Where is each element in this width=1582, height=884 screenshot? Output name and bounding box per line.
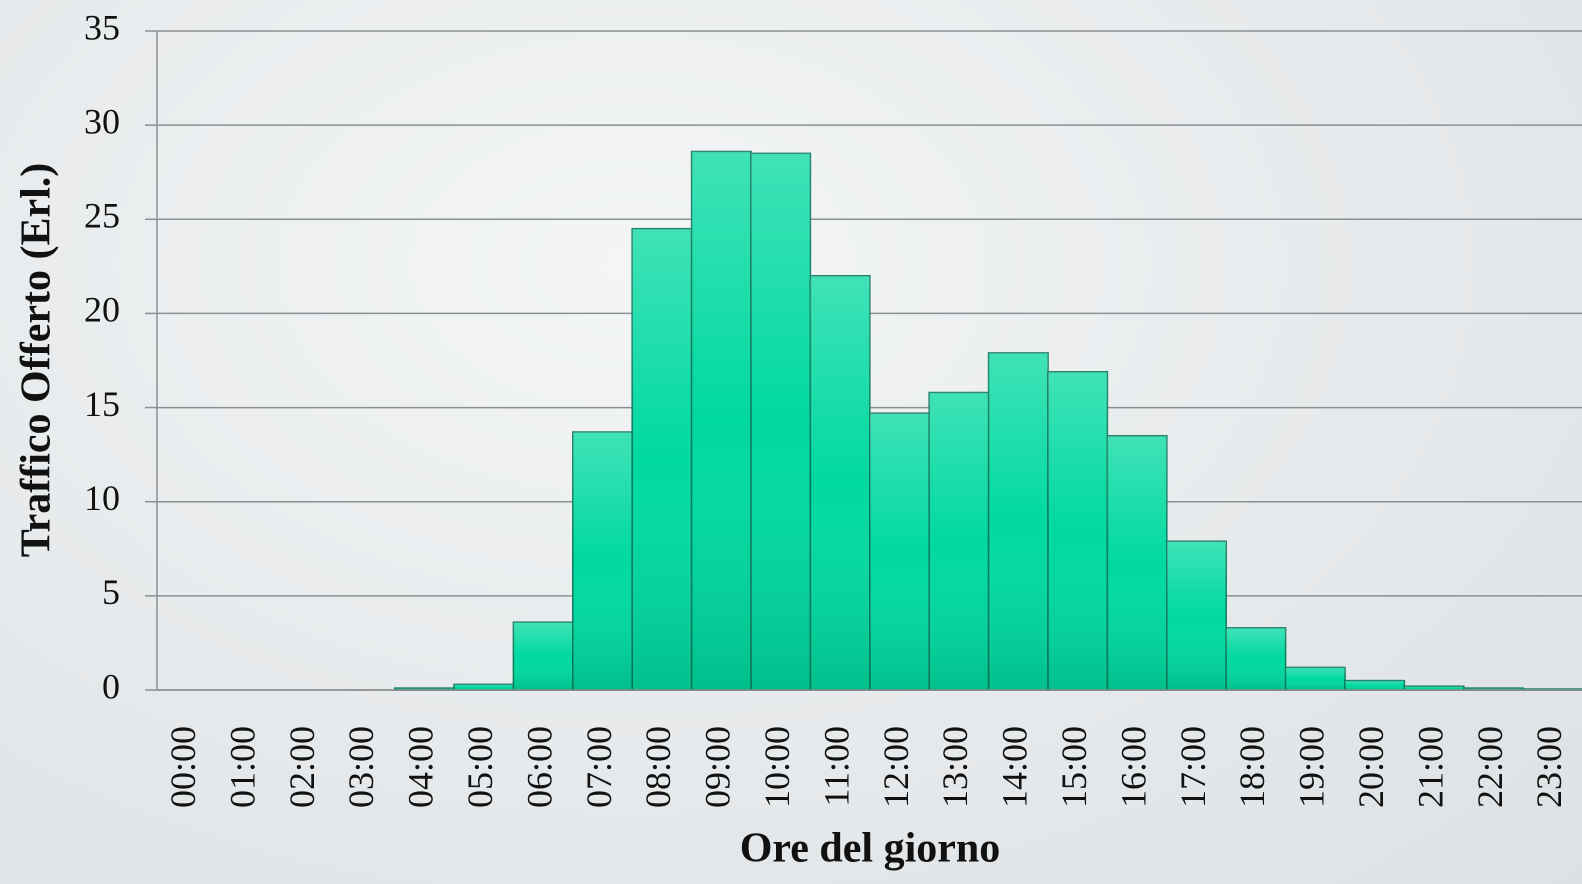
x-tick-label: 13:00: [935, 726, 975, 808]
bar: [631, 227, 693, 691]
x-tick-label: 05:00: [460, 726, 500, 808]
x-tick-label: 12:00: [876, 726, 916, 808]
x-tick-label: 06:00: [519, 726, 559, 808]
bar: [987, 352, 1049, 691]
y-tick-label: 25: [84, 196, 120, 236]
x-tick-label: 02:00: [282, 726, 322, 808]
x-tick-label: 20:00: [1351, 726, 1391, 808]
x-tick-label: 22:00: [1470, 726, 1510, 808]
x-tick-label: 19:00: [1292, 726, 1332, 808]
y-tick-label: 10: [84, 478, 120, 518]
y-tick-label: 5: [102, 572, 120, 612]
x-tick-label: 04:00: [401, 726, 441, 808]
bar: [1344, 679, 1406, 691]
x-tick-label: 15:00: [1054, 726, 1094, 808]
bar: [1166, 540, 1227, 691]
x-tick-label: 14:00: [995, 726, 1035, 808]
bar: [928, 391, 990, 691]
x-tick-label: 09:00: [698, 726, 738, 808]
y-tick-label: 20: [84, 290, 120, 330]
bar: [1047, 371, 1109, 691]
x-tick-label: 10:00: [757, 726, 797, 808]
x-tick-label: 03:00: [341, 726, 381, 808]
bar: [453, 683, 515, 691]
bar: [690, 150, 752, 691]
x-tick-label: 11:00: [816, 726, 856, 807]
y-tick-label: 30: [84, 101, 120, 141]
bar: [1106, 435, 1168, 691]
x-tick-label: 18:00: [1232, 726, 1272, 808]
bar: [1225, 627, 1287, 691]
bar: [750, 152, 812, 691]
y-axis-title: Traffico Offerto (Erl.): [14, 163, 60, 558]
x-tick-label: 21:00: [1410, 726, 1450, 808]
x-tick-label: 00:00: [163, 726, 203, 808]
bar: [869, 412, 930, 691]
x-tick-label: 08:00: [638, 726, 678, 808]
x-tick-label: 07:00: [579, 726, 619, 808]
x-tick-label: 01:00: [222, 726, 262, 808]
y-tick-label: 15: [84, 384, 120, 424]
x-axis-title: Ore del giorno: [740, 826, 1001, 872]
bar: [1284, 666, 1346, 691]
x-tick-label: 23:00: [1529, 726, 1569, 808]
bar: [809, 275, 871, 691]
bar: [512, 621, 574, 691]
x-tick-label: 17:00: [1173, 726, 1213, 808]
x-tick-label: 16:00: [1113, 726, 1153, 808]
y-tick-label: 0: [102, 666, 120, 706]
y-tick-label: 35: [84, 7, 120, 47]
bar: [572, 431, 633, 691]
